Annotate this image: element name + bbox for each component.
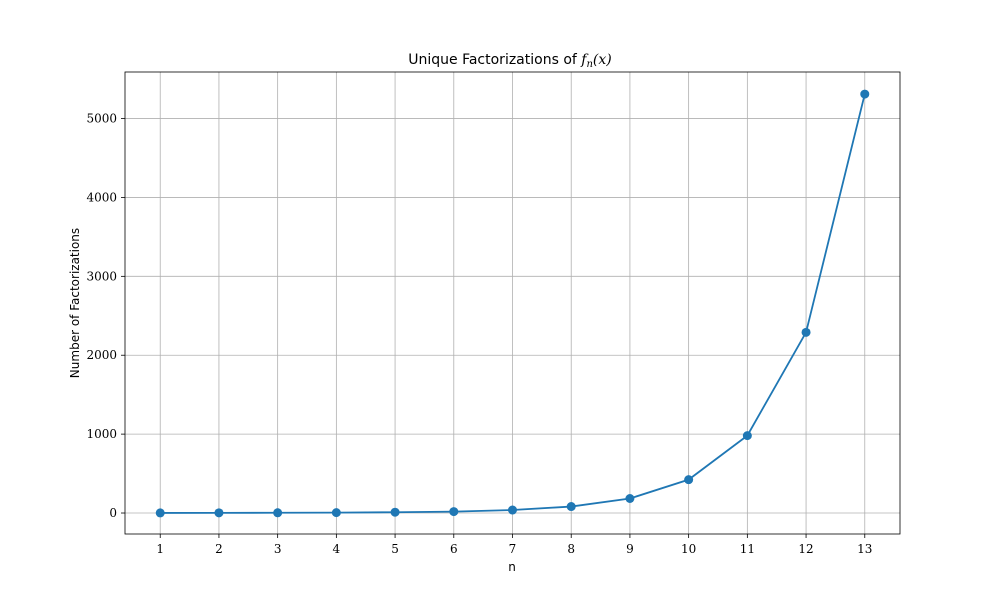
x-tick-label: 3: [274, 542, 282, 556]
data-point: [860, 89, 870, 99]
data-point: [155, 508, 165, 518]
title-prefix: Unique Factorizations of: [408, 52, 581, 68]
data-point: [273, 508, 283, 518]
y-tick-label: 2000: [86, 348, 117, 362]
data-point: [625, 493, 635, 503]
data-point: [508, 505, 517, 515]
data-point: [566, 502, 576, 512]
grid: [125, 72, 900, 534]
data-point: [801, 327, 811, 337]
x-tick-label: 4: [333, 542, 341, 556]
y-tick-label: 3000: [86, 269, 117, 283]
data-point: [331, 508, 341, 518]
y-tick-label: 0: [109, 506, 117, 520]
y-tick-label: 1000: [86, 427, 117, 441]
data-point: [742, 431, 752, 441]
y-axis-label: Number of Factorizations: [68, 228, 82, 378]
x-tick-label: 9: [626, 542, 634, 556]
data-point: [214, 508, 224, 518]
y-tick-label: 5000: [86, 112, 117, 126]
y-tick-label: 4000: [86, 190, 117, 204]
x-tick-label: 7: [509, 542, 517, 556]
title-argument: (x): [593, 52, 612, 68]
x-tick-label: 8: [567, 542, 575, 556]
x-tick-label: 10: [681, 542, 696, 556]
data-point: [390, 507, 400, 517]
data-series: [155, 89, 870, 518]
data-point: [449, 507, 459, 517]
x-tick-label: 1: [156, 542, 164, 556]
x-tick-label: 13: [857, 542, 872, 556]
x-tick-label: 5: [391, 542, 399, 556]
x-axis-label: n: [508, 560, 516, 574]
title-subscript: n: [586, 59, 592, 70]
x-tick-label: 6: [450, 542, 458, 556]
x-tick-label: 12: [798, 542, 813, 556]
x-tick-label: 2: [215, 542, 223, 556]
x-tick-label: 11: [740, 542, 755, 556]
title-function: f: [580, 52, 589, 68]
chart-title: Unique Factorizations of fn(x): [408, 52, 611, 70]
data-point: [684, 475, 694, 485]
